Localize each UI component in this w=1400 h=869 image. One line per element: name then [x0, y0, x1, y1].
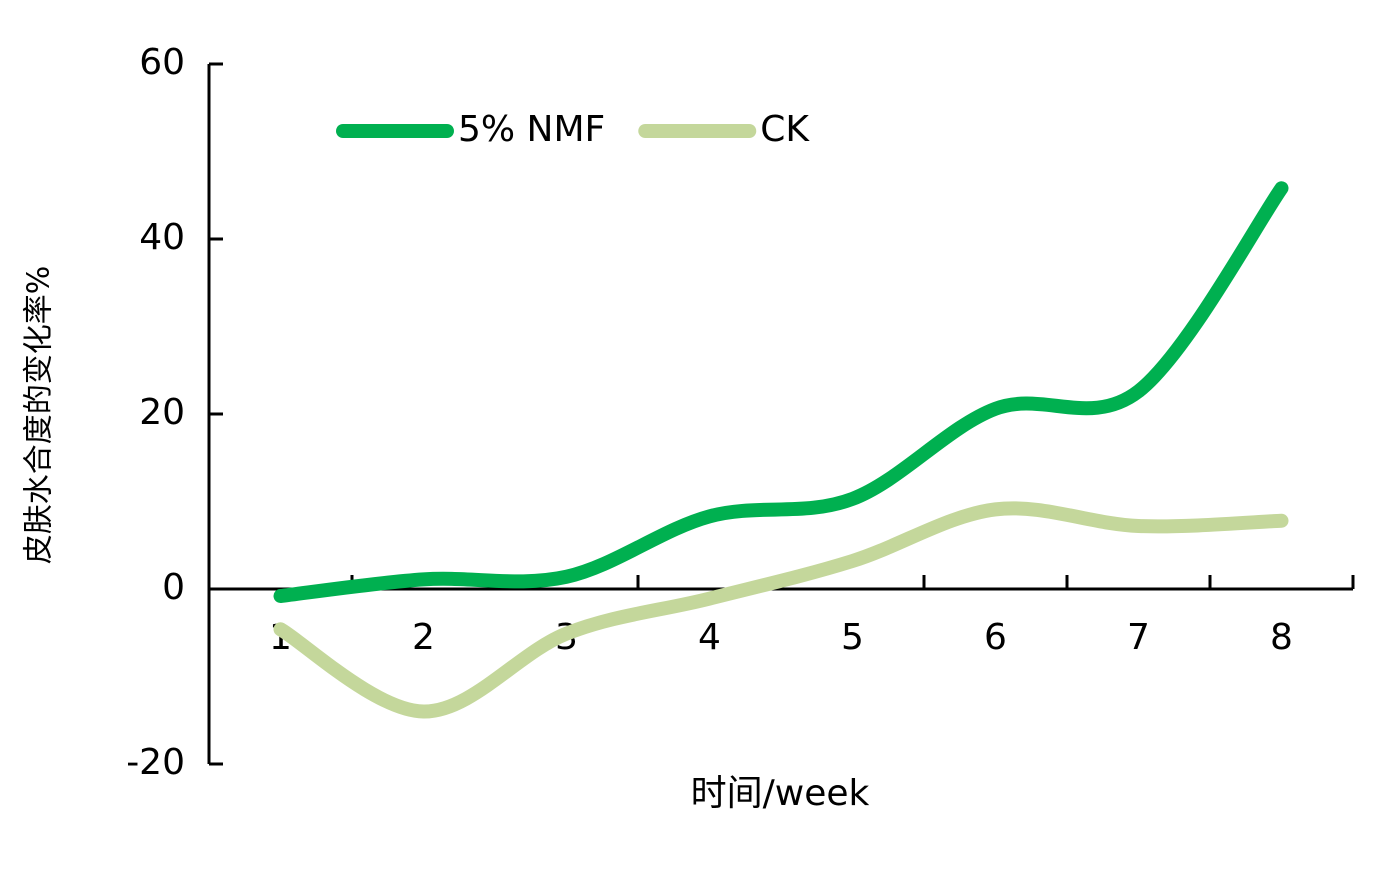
- x-tick-label: 2: [412, 617, 435, 658]
- y-axis-title: 皮肤水合度的变化率%: [22, 266, 57, 565]
- y-tick-label: -20: [126, 742, 185, 783]
- legend-label: CK: [760, 109, 810, 150]
- x-tick-label: 7: [1127, 617, 1150, 658]
- series-line: [273, 181, 1289, 603]
- y-tick-label: 60: [139, 42, 185, 83]
- y-tick-label: 40: [139, 217, 185, 258]
- x-tick-label: 6: [984, 617, 1007, 658]
- series-line: [273, 501, 1289, 719]
- x-axis-title: 时间/week: [691, 773, 870, 814]
- x-tick-label: 4: [698, 617, 721, 658]
- y-tick-label: 20: [139, 392, 185, 433]
- x-tick-label: 8: [1270, 617, 1293, 658]
- legend-label: 5% NMF: [458, 109, 605, 150]
- x-tick-label: 5: [841, 617, 864, 658]
- y-tick-label: 0: [162, 567, 185, 608]
